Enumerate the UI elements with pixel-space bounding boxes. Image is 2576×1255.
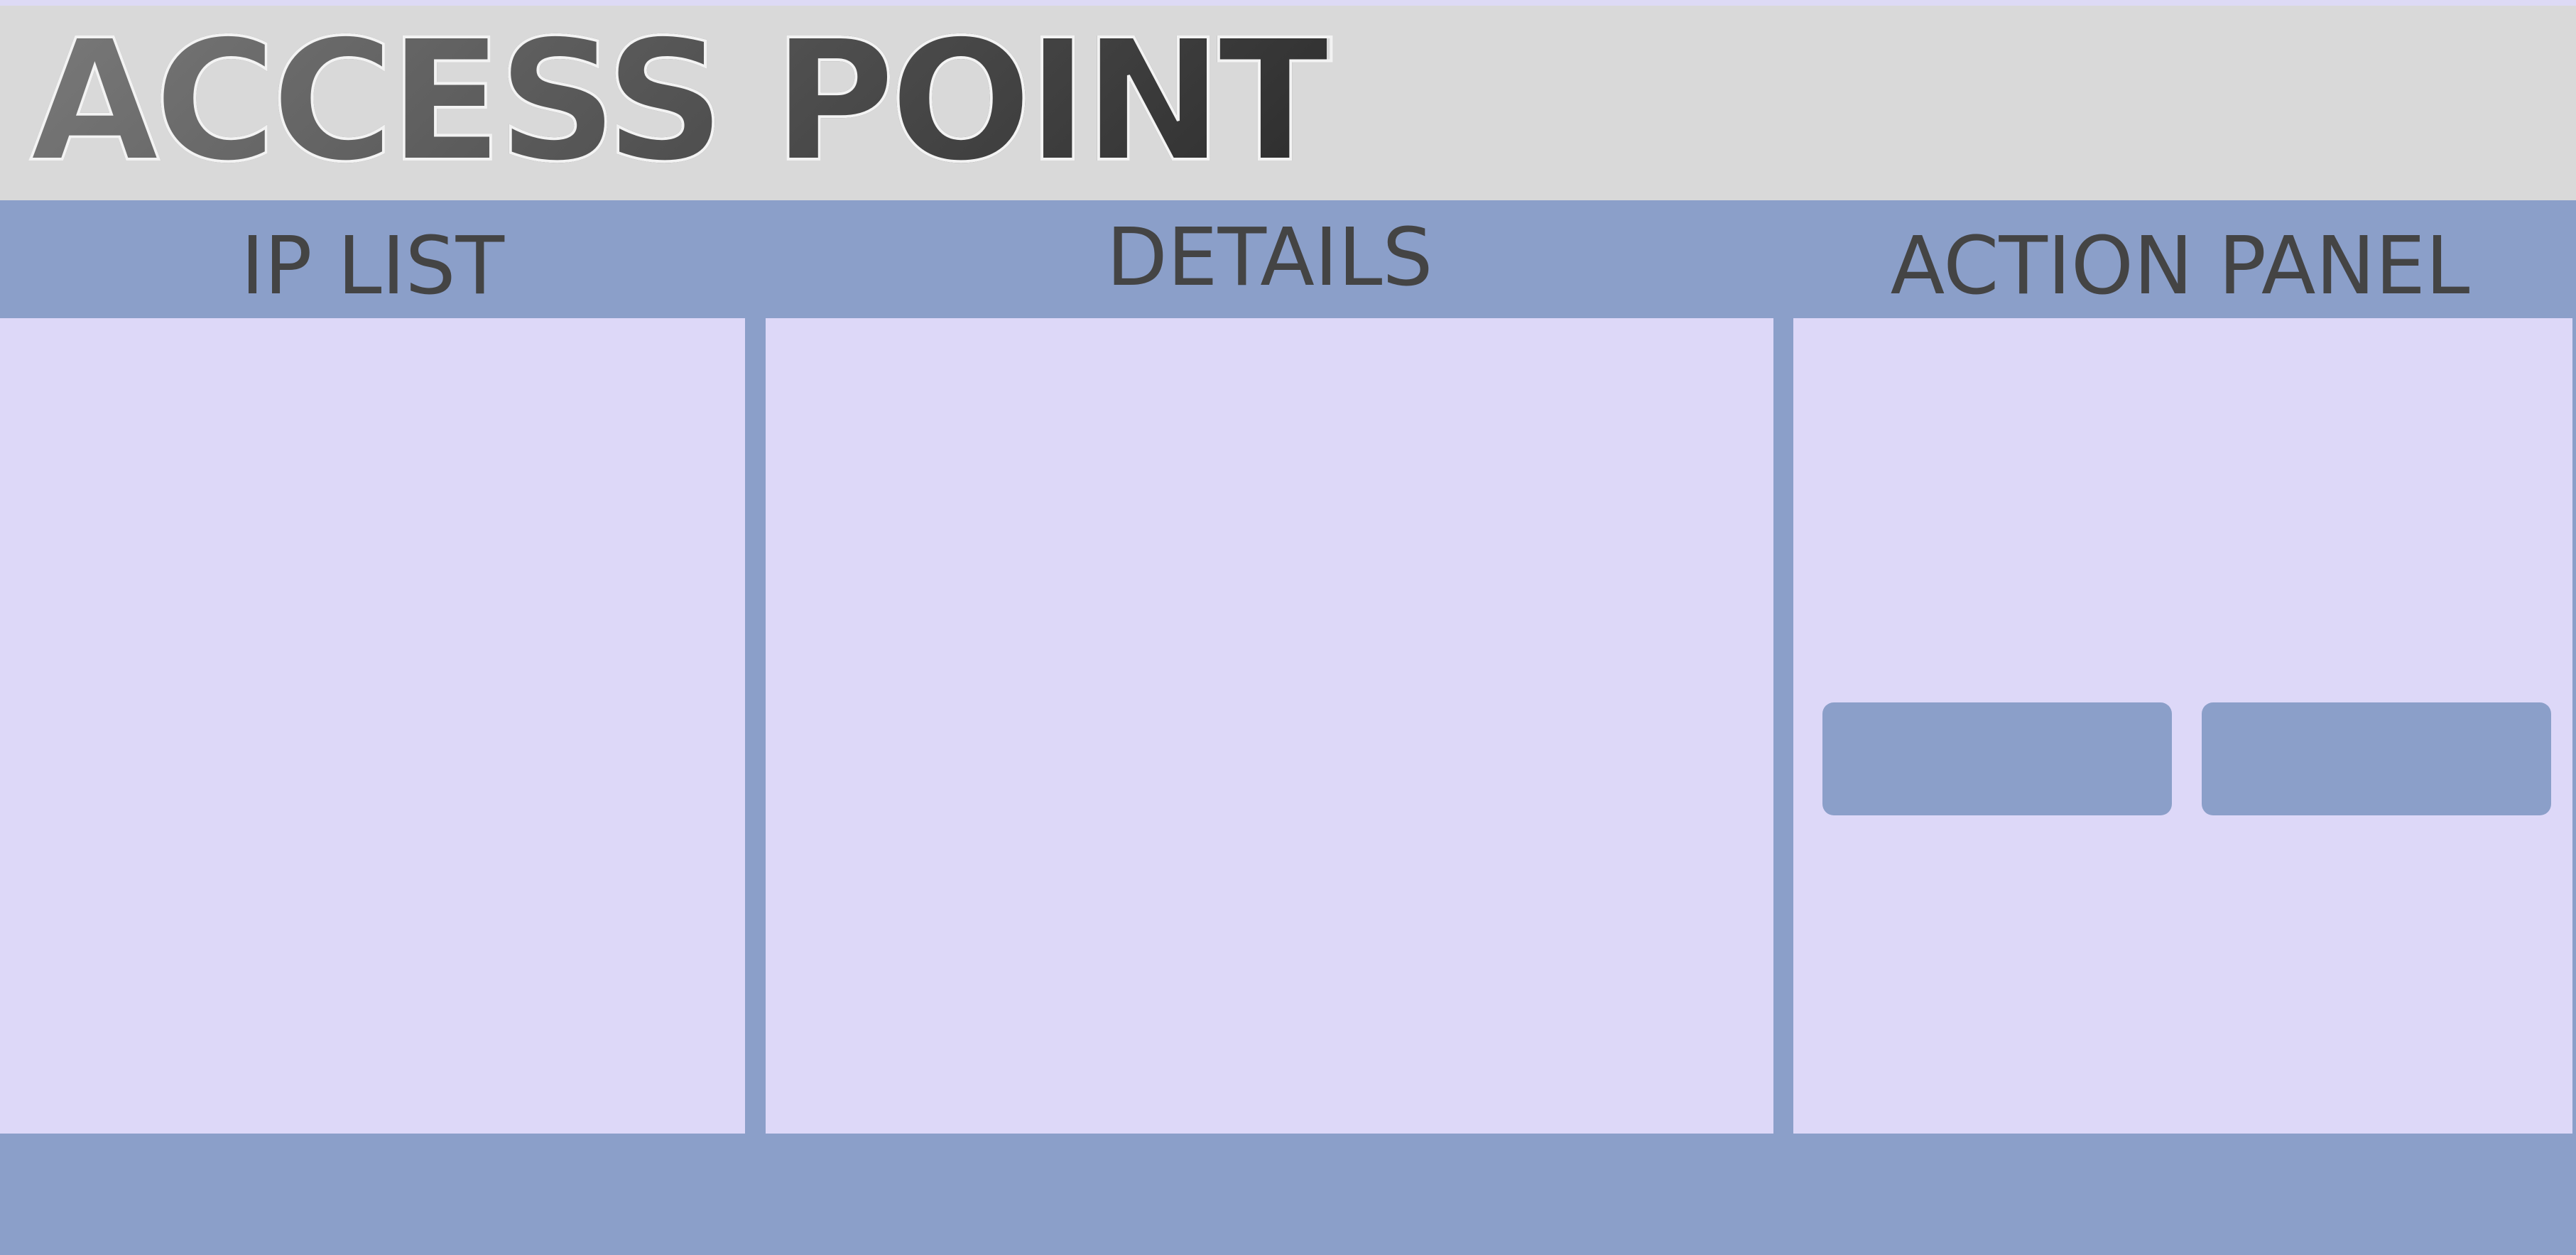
action-button-1[interactable] [1822, 702, 2172, 815]
footer-bar [0, 1134, 2576, 1255]
details-header: DETAILS [1106, 212, 1433, 304]
action-button-2[interactable] [2202, 702, 2551, 815]
ip-list-header: IP LIST [240, 220, 505, 313]
action-panel-header: ACTION PANEL [1890, 220, 2470, 313]
app-title: ACCESS POINT [28, 4, 1334, 199]
column-header-row: IP LIST DETAILS ACTION PANEL [0, 200, 2576, 318]
window-top-edge [0, 0, 2576, 6]
ip-list-panel[interactable] [0, 318, 745, 1134]
title-bar: ACCESS POINT [0, 6, 2576, 200]
details-panel [766, 318, 1773, 1134]
